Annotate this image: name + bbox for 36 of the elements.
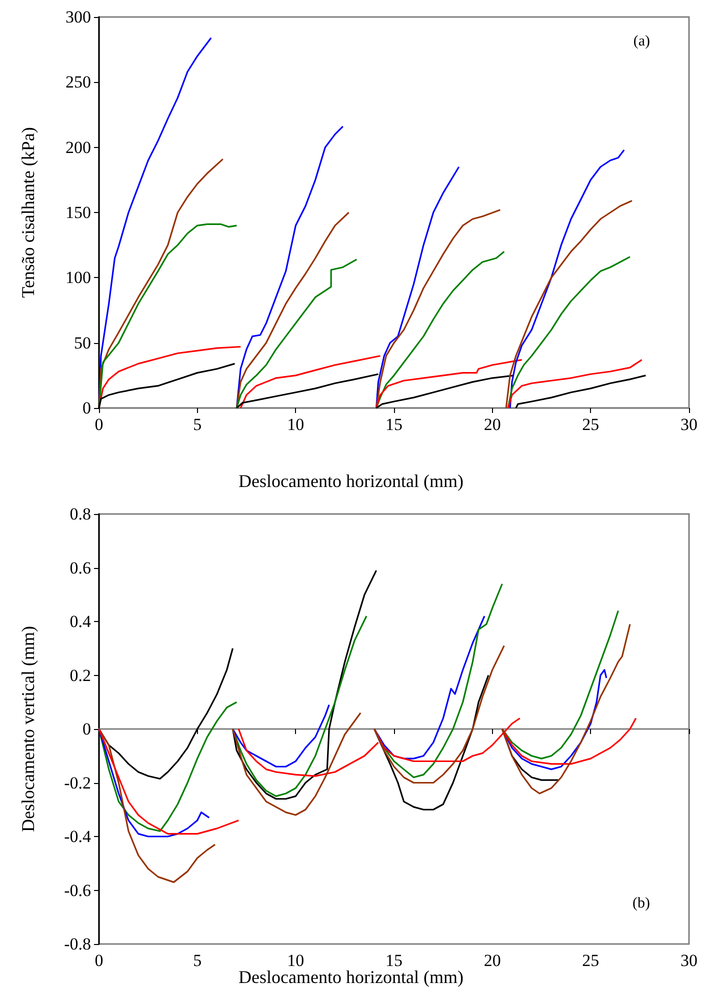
y-tick-label: 300 <box>66 8 91 26</box>
x-tick-label: 15 <box>386 951 402 970</box>
x-tick-label: 5 <box>193 415 202 434</box>
x-tick-label: 0 <box>94 951 104 970</box>
annotation: (a) <box>633 34 650 50</box>
y-tick-label: 0 <box>82 720 91 738</box>
y-tick-label: -0.6 <box>64 880 91 900</box>
x-tick-label: 30 <box>680 415 698 434</box>
x-tick-label: 30 <box>680 951 698 970</box>
y-tick-label: 250 <box>66 72 91 92</box>
y-tick-label: -0.2 <box>64 773 91 792</box>
y-tick-label: 0.8 <box>70 504 91 524</box>
y-tick-label: -0.4 <box>64 827 92 846</box>
annotation: (b) <box>632 896 650 912</box>
y-axis-title: Tensão cisalhante (kPa) <box>18 127 38 298</box>
y-tick-label: 50 <box>74 333 91 352</box>
x-tick-label: 5 <box>193 951 202 970</box>
x-tick-label: 20 <box>484 415 501 434</box>
y-tick-label: 150 <box>66 203 91 222</box>
y-tick-label: 100 <box>66 268 91 288</box>
y-tick-label: -0.8 <box>64 934 91 954</box>
y-tick-label: 0.6 <box>70 558 91 578</box>
y-tick-label: 0.4 <box>70 612 92 631</box>
y-tick-label: 200 <box>66 138 91 157</box>
x-axis-title: Deslocamento horizontal (mm) <box>238 471 464 491</box>
x-tick-label: 20 <box>484 951 501 970</box>
x-tick-label: 15 <box>386 415 402 434</box>
x-axis-title: Deslocamento horizontal (mm) <box>238 967 464 987</box>
x-tick-label: 10 <box>287 415 304 434</box>
x-tick-label: 10 <box>287 951 304 970</box>
x-tick-label: 25 <box>582 951 600 970</box>
x-tick-label: 0 <box>94 415 104 434</box>
y-tick-label: 0.2 <box>70 666 91 685</box>
x-tick-label: 25 <box>582 415 600 434</box>
y-axis-title: Deslocamento vertical (mm) <box>18 626 38 832</box>
y-tick-label: 0 <box>82 398 91 418</box>
